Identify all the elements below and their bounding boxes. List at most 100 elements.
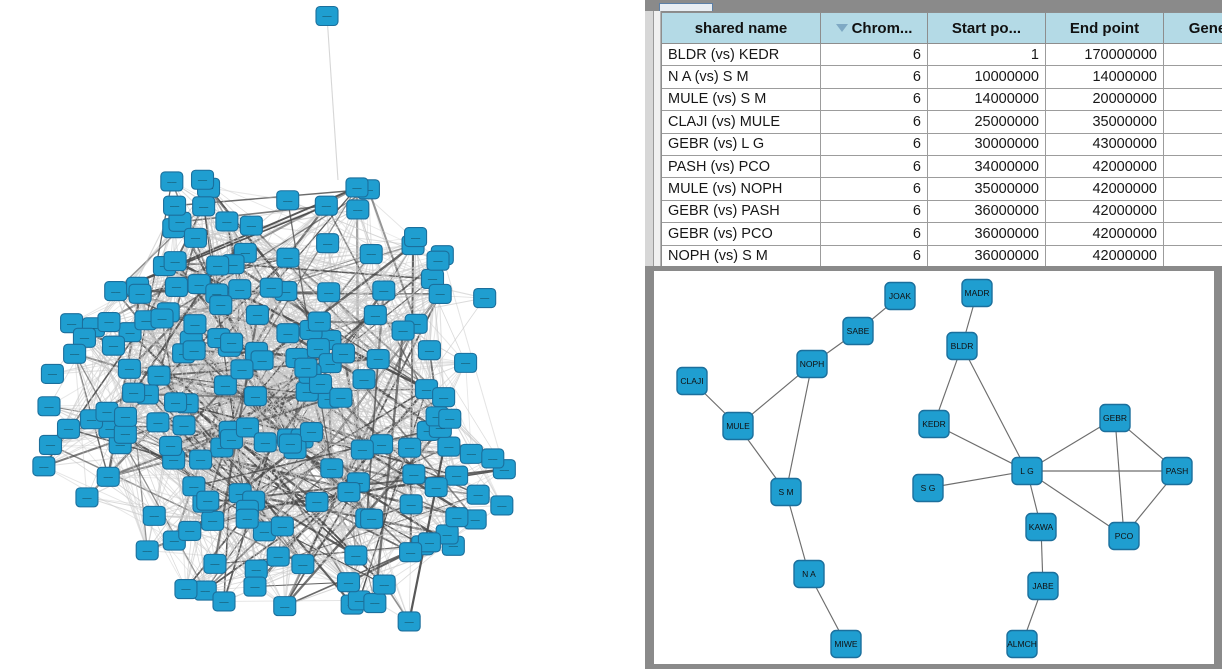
- network-edge[interactable]: [1026, 470, 1125, 537]
- main-network-view[interactable]: —— —— —— —— —— —— —— —— —— —— —— —— —— —— —— —— —— —— —— ——…: [0, 0, 645, 669]
- network-node[interactable]: KEDR: [918, 409, 950, 439]
- network-node[interactable]: [172, 415, 196, 436]
- network-edge[interactable]: [409, 237, 416, 448]
- network-node[interactable]: [174, 578, 198, 600]
- table-row[interactable]: N A (vs) S M610000000140000006.6: [662, 65, 1222, 89]
- network-node[interactable]: [253, 432, 277, 453]
- network-node[interactable]: [101, 335, 126, 356]
- network-node[interactable]: [163, 251, 187, 272]
- network-node[interactable]: [466, 484, 490, 505]
- network-node[interactable]: [344, 545, 368, 566]
- column-header-genetic[interactable]: Genetic...: [1163, 13, 1222, 44]
- network-edge[interactable]: [179, 204, 327, 223]
- network-node[interactable]: [350, 439, 374, 460]
- network-node[interactable]: [213, 375, 237, 396]
- column-header-chrom[interactable]: Chrom...: [820, 13, 928, 44]
- network-node[interactable]: [445, 507, 469, 528]
- sub-network-canvas[interactable]: CLAJI MULE NOPH SABE JOAK S M N A MIWE MADR BLDR K…: [654, 271, 1214, 664]
- network-node[interactable]: [235, 508, 259, 529]
- network-node[interactable]: [183, 314, 207, 335]
- network-node[interactable]: [399, 542, 423, 563]
- network-edge[interactable]: [174, 205, 376, 316]
- network-node[interactable]: NOPH: [796, 349, 828, 379]
- network-edge[interactable]: [74, 353, 93, 420]
- network-edge[interactable]: [325, 205, 466, 364]
- network-edge[interactable]: [205, 555, 356, 591]
- network-edge[interactable]: [158, 375, 429, 432]
- network-node[interactable]: [481, 448, 505, 469]
- network-node[interactable]: [428, 283, 452, 304]
- network-edge[interactable]: [284, 367, 307, 607]
- network-node[interactable]: [235, 417, 260, 438]
- network-node[interactable]: [417, 340, 441, 361]
- network-node[interactable]: [117, 358, 141, 379]
- network-node[interactable]: [345, 177, 369, 198]
- network-edge[interactable]: [119, 443, 257, 570]
- network-edge[interactable]: [290, 442, 458, 518]
- network-node[interactable]: [147, 365, 171, 386]
- network-edge[interactable]: [254, 396, 304, 565]
- network-node[interactable]: [32, 456, 56, 477]
- network-edge[interactable]: [255, 187, 358, 353]
- network-node[interactable]: KAWA: [1025, 512, 1057, 542]
- network-node[interactable]: [113, 406, 138, 427]
- network-node[interactable]: [299, 421, 324, 443]
- network-node[interactable]: [239, 215, 263, 236]
- network-node[interactable]: [182, 340, 206, 361]
- network-node[interactable]: [329, 387, 353, 408]
- network-node[interactable]: [230, 359, 254, 380]
- network-node[interactable]: [75, 487, 99, 508]
- network-node[interactable]: [438, 408, 462, 429]
- network-edge[interactable]: [927, 470, 1028, 489]
- network-edge[interactable]: [410, 237, 417, 505]
- network-edge[interactable]: [381, 297, 485, 445]
- network-node[interactable]: [320, 458, 344, 479]
- table-row[interactable]: PASH (vs) PCO6340000004200000011.4: [662, 155, 1222, 179]
- network-node[interactable]: MADR: [961, 278, 993, 308]
- column-header-end[interactable]: End point: [1045, 13, 1164, 44]
- network-node[interactable]: [122, 382, 146, 403]
- network-node[interactable]: S G: [912, 473, 944, 503]
- network-node[interactable]: JOAK: [884, 281, 916, 311]
- network-edge[interactable]: [253, 333, 289, 501]
- network-node[interactable]: [426, 250, 450, 271]
- table-vertical-scrollbar[interactable]: [654, 11, 661, 270]
- network-node[interactable]: MIWE: [830, 629, 862, 659]
- network-node[interactable]: [56, 418, 81, 439]
- network-node[interactable]: BLDR: [946, 331, 978, 361]
- table-row[interactable]: GEBR (vs) L G6300000004300000016.9: [662, 133, 1222, 156]
- network-node[interactable]: [366, 348, 390, 370]
- network-node[interactable]: [490, 495, 514, 516]
- network-node[interactable]: [359, 243, 383, 265]
- network-edge[interactable]: [146, 398, 330, 551]
- network-node[interactable]: [97, 311, 121, 333]
- network-edge[interactable]: [125, 433, 382, 445]
- network-node[interactable]: [397, 611, 421, 632]
- network-node[interactable]: JABE: [1027, 571, 1059, 601]
- network-node[interactable]: [363, 305, 387, 326]
- network-edge[interactable]: [253, 349, 430, 502]
- edge-table[interactable]: shared name Chrom... Start po... End point G…: [661, 12, 1222, 266]
- network-node[interactable]: [243, 576, 267, 597]
- network-node[interactable]: [259, 277, 283, 298]
- network-edge[interactable]: [340, 314, 376, 398]
- network-node[interactable]: N A: [793, 559, 825, 589]
- network-node[interactable]: [360, 508, 384, 529]
- network-edge[interactable]: [154, 437, 303, 517]
- network-edge[interactable]: [202, 179, 379, 360]
- network-node[interactable]: [212, 591, 236, 612]
- network-edge[interactable]: [367, 188, 418, 325]
- network-node[interactable]: [189, 449, 213, 470]
- network-edge[interactable]: [240, 449, 363, 494]
- network-node[interactable]: [266, 546, 290, 567]
- network-edge[interactable]: [326, 205, 414, 246]
- network-edge[interactable]: [221, 446, 350, 493]
- network-edge[interactable]: [373, 330, 405, 604]
- network-node[interactable]: [160, 171, 184, 192]
- network-node[interactable]: [273, 596, 297, 617]
- network-node[interactable]: GEBR: [1099, 403, 1131, 433]
- network-node[interactable]: [291, 554, 315, 575]
- network-node[interactable]: [399, 494, 423, 515]
- network-node[interactable]: [164, 276, 189, 297]
- network-edge[interactable]: [185, 385, 226, 590]
